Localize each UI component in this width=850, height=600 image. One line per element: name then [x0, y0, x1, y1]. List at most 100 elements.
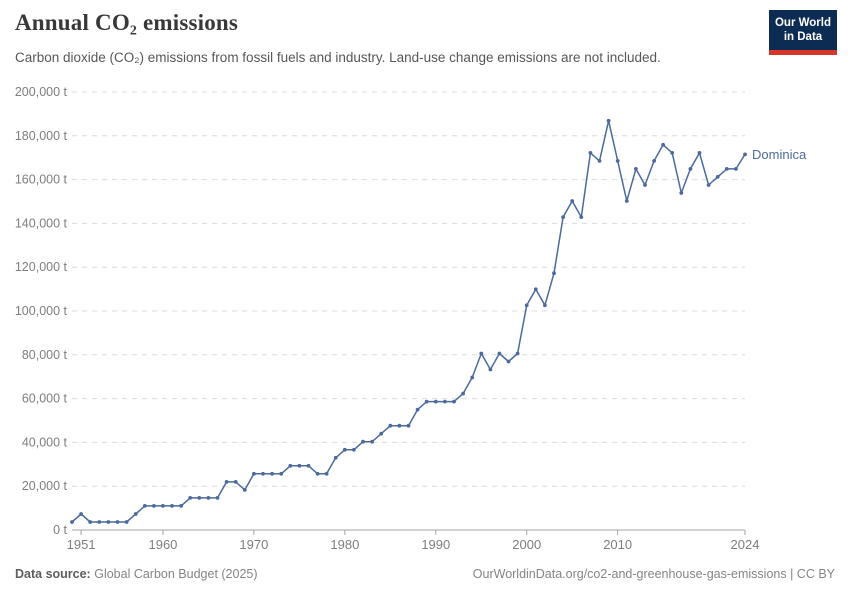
data-point-marker[interactable] — [624, 199, 629, 203]
dominica-line-series[interactable] — [71, 120, 746, 523]
y-axis-tick-label: 200,000 t — [15, 85, 68, 99]
data-point-marker[interactable] — [342, 447, 347, 452]
data-point-marker[interactable] — [533, 287, 538, 292]
footer-link[interactable]: OurWorldinData.org/co2-and-greenhouse-ga… — [472, 567, 835, 581]
y-axis-tick-label: 160,000 t — [15, 173, 68, 187]
data-point-marker[interactable] — [161, 504, 165, 508]
data-point-marker[interactable] — [288, 463, 293, 468]
data-point-marker[interactable] — [452, 399, 456, 404]
data-point-marker[interactable] — [97, 520, 102, 524]
y-axis-tick-label: 80,000 t — [22, 348, 68, 362]
data-point-marker[interactable] — [661, 142, 665, 147]
data-point-marker[interactable] — [70, 520, 74, 524]
data-point-marker[interactable] — [634, 167, 638, 171]
data-point-marker[interactable] — [170, 504, 174, 508]
data-point-marker[interactable] — [488, 367, 493, 372]
data-point-marker[interactable] — [206, 496, 211, 500]
data-point-marker[interactable] — [252, 471, 256, 476]
data-point-marker[interactable] — [443, 399, 447, 404]
data-point-marker[interactable] — [515, 351, 520, 356]
data-point-marker[interactable] — [734, 167, 738, 171]
data-point-marker[interactable] — [597, 159, 602, 163]
data-point-marker[interactable] — [197, 496, 202, 500]
data-point-marker[interactable] — [333, 455, 338, 460]
data-point-marker[interactable] — [715, 175, 720, 179]
data-point-marker[interactable] — [79, 512, 83, 516]
data-point-marker[interactable] — [433, 399, 438, 404]
data-point-marker[interactable] — [561, 215, 565, 220]
data-point-marker[interactable] — [215, 496, 220, 500]
data-point-marker[interactable] — [570, 199, 575, 203]
y-axis-tick-label: 100,000 t — [15, 304, 68, 318]
data-point-marker[interactable] — [415, 407, 420, 412]
x-axis-tick-label: 2024 — [731, 537, 760, 552]
data-point-marker[interactable] — [306, 463, 311, 468]
data-point-marker[interactable] — [315, 471, 320, 476]
data-point-marker[interactable] — [706, 183, 711, 187]
data-source-text: Global Carbon Budget (2025) — [94, 567, 258, 581]
data-point-marker[interactable] — [688, 167, 693, 171]
page-title: Annual CO₂ emissions — [15, 10, 239, 35]
data-point-marker[interactable] — [188, 496, 193, 500]
data-point-marker[interactable] — [352, 447, 356, 452]
owid-logo[interactable]: Our World in Data — [769, 10, 837, 55]
data-point-marker[interactable] — [261, 471, 265, 476]
data-source: Data source: Global Carbon Budget (2025) — [15, 567, 258, 581]
y-axis-tick-label: 20,000 t — [22, 479, 68, 493]
data-point-marker[interactable] — [406, 423, 411, 428]
data-point-marker[interactable] — [270, 471, 274, 476]
data-point-marker[interactable] — [579, 215, 584, 220]
data-point-marker[interactable] — [524, 303, 529, 308]
data-point-marker[interactable] — [88, 520, 93, 524]
data-point-marker[interactable] — [233, 480, 238, 484]
y-axis-tick-label: 0 t — [53, 523, 67, 537]
data-point-marker[interactable] — [461, 391, 465, 396]
entity-label-dominica[interactable]: Dominica — [752, 147, 807, 162]
x-axis-tick-label: 2010 — [603, 537, 632, 552]
data-point-marker[interactable] — [142, 504, 147, 508]
data-point-marker[interactable] — [379, 431, 384, 436]
data-point-marker[interactable] — [124, 520, 129, 524]
data-point-marker[interactable] — [324, 471, 329, 476]
data-point-marker[interactable] — [397, 423, 402, 428]
data-point-marker[interactable] — [606, 118, 611, 123]
data-point-marker[interactable] — [652, 159, 656, 163]
data-point-marker[interactable] — [424, 399, 429, 404]
data-point-marker[interactable] — [679, 191, 684, 195]
data-point-marker[interactable] — [115, 520, 120, 524]
data-point-marker[interactable] — [588, 151, 593, 155]
data-point-marker[interactable] — [242, 488, 247, 492]
data-point-marker[interactable] — [543, 303, 547, 308]
data-point-marker[interactable] — [297, 463, 302, 468]
data-point-marker[interactable] — [470, 375, 475, 380]
owid-logo-line2: in Data — [783, 31, 823, 44]
data-point-marker[interactable] — [388, 423, 393, 428]
x-axis-tick-label: 1951 — [67, 537, 96, 552]
data-point-marker[interactable] — [552, 271, 556, 276]
data-point-marker[interactable] — [370, 439, 374, 444]
data-point-marker[interactable] — [224, 480, 229, 484]
data-point-marker[interactable] — [152, 504, 156, 508]
data-point-marker[interactable] — [615, 159, 620, 163]
data-point-marker[interactable] — [643, 183, 647, 187]
data-point-marker[interactable] — [361, 439, 365, 444]
data-point-marker[interactable] — [670, 151, 675, 155]
data-point-marker[interactable] — [106, 520, 111, 524]
data-point-marker[interactable] — [743, 152, 747, 157]
data-point-marker[interactable] — [133, 512, 138, 516]
data-source-label: Data source: — [15, 567, 91, 581]
data-point-marker[interactable] — [179, 504, 184, 508]
x-axis-tick-label: 1960 — [148, 537, 177, 552]
y-axis-tick-label: 60,000 t — [22, 392, 68, 406]
y-axis-tick-label: 40,000 t — [22, 435, 68, 449]
data-point-marker[interactable] — [506, 359, 511, 364]
data-point-marker[interactable] — [279, 471, 284, 476]
data-point-marker[interactable] — [479, 351, 484, 356]
y-axis-tick-label: 140,000 t — [15, 216, 68, 230]
data-point-marker[interactable] — [697, 151, 702, 155]
data-point-marker[interactable] — [724, 167, 729, 171]
data-point-marker[interactable] — [497, 351, 502, 356]
x-axis-tick-label: 1970 — [239, 537, 268, 552]
